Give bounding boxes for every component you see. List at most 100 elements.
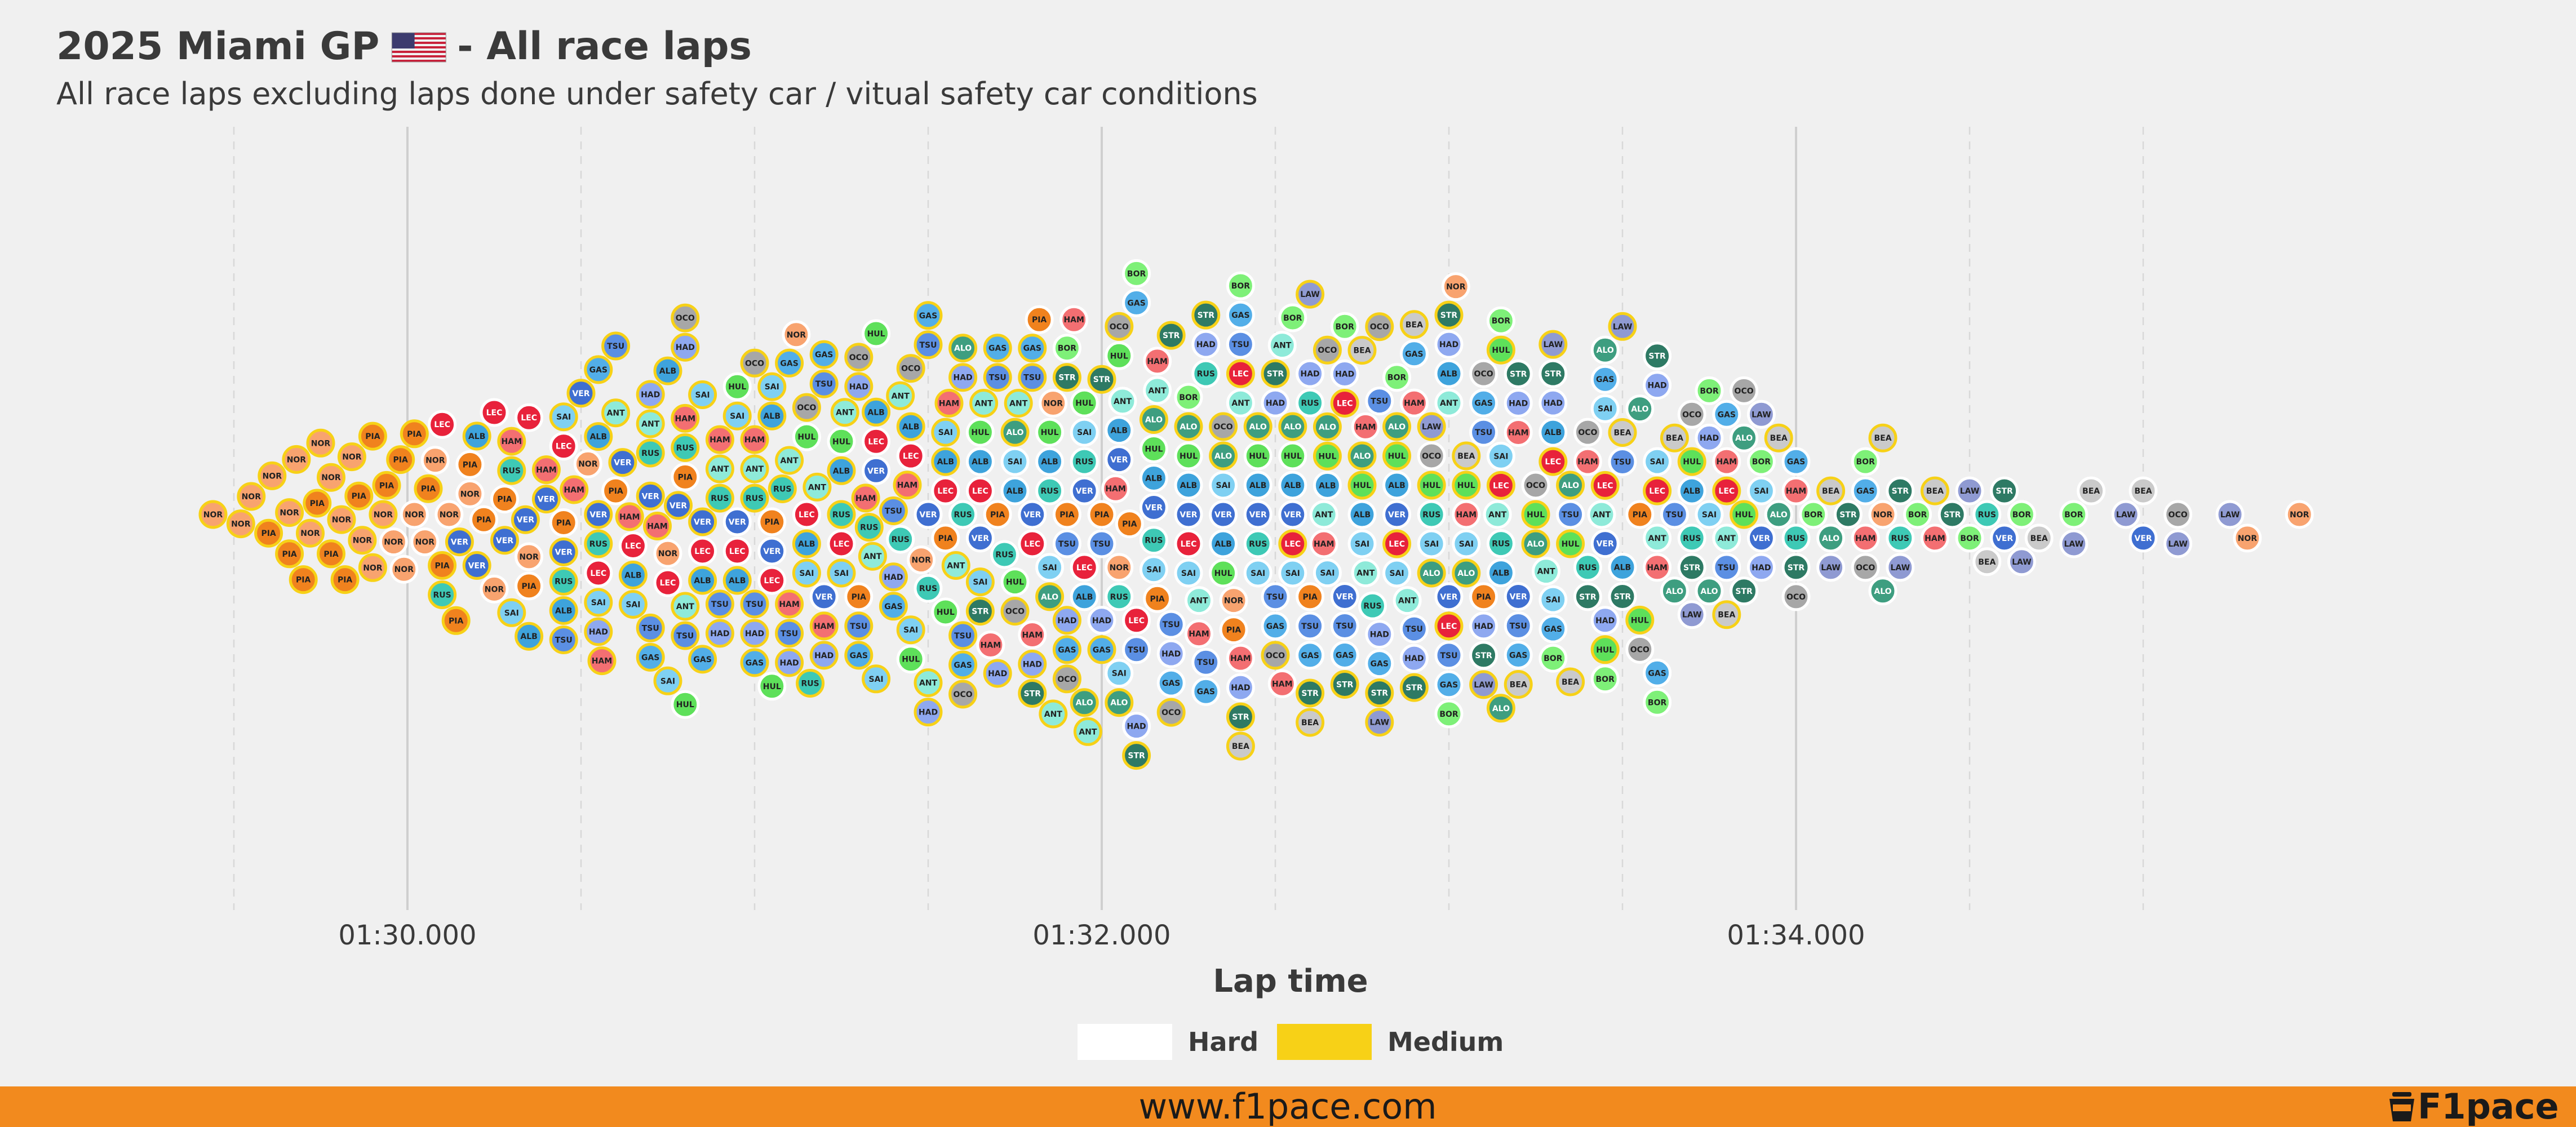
lap-point [1209, 441, 1238, 471]
lap-point [1781, 582, 1811, 611]
lap-point-label: VER [1440, 593, 1457, 602]
lap-point-label: HAD [1509, 400, 1528, 409]
lap-point [1590, 394, 1620, 423]
lap-point-label: ANT [1440, 399, 1458, 408]
lap-point-label: HAM [1508, 429, 1528, 438]
lap-point [1309, 500, 1338, 529]
chart-title-suffix: - All race laps [457, 24, 752, 69]
lap-point [688, 536, 717, 566]
lap-point-label: SAI [1251, 569, 1265, 578]
lap-point-label: STR [1545, 370, 1562, 379]
lap-point [1261, 641, 1290, 670]
lap-point [289, 565, 318, 594]
lap-point-label: BOR [1648, 698, 1667, 707]
lap-point [469, 505, 498, 534]
lap-point [1309, 529, 1338, 558]
lap-point [948, 621, 978, 650]
lap-point [1174, 500, 1203, 529]
lap-point [337, 442, 366, 472]
lap-point-label: GAS [850, 651, 868, 660]
footer-url[interactable]: www.f1pace.com [1138, 1086, 1436, 1127]
lap-point [1226, 731, 1255, 761]
lap-point-label: ALB [729, 576, 746, 585]
lap-point-label: HAM [1314, 540, 1334, 549]
lap-point [636, 438, 665, 468]
lap-point-label: NOR [578, 460, 598, 469]
lap-point [775, 348, 804, 378]
lap-point [1087, 635, 1116, 664]
lap-point [1278, 471, 1307, 500]
lap-point [1538, 359, 1568, 388]
lap-point [1105, 659, 1134, 688]
lap-point [1746, 476, 1776, 505]
lap-point-label: STR [1735, 587, 1753, 596]
lap-point [1590, 635, 1620, 664]
lap-point [1590, 365, 1620, 394]
lap-point-label: GAS [1093, 646, 1111, 655]
lap-point-label: VER [815, 593, 833, 602]
lap-point-label: TSU [607, 342, 624, 351]
lap-point [1105, 553, 1134, 582]
lap-point [896, 412, 925, 441]
lap-point-label: ALO [1076, 699, 1093, 708]
lap-point-label: HAD [1196, 340, 1216, 349]
lap-point [1052, 334, 1081, 363]
lap-point-label: HUL [1422, 481, 1440, 490]
x-tick-labels: 01:30.000 01:32.000 01:34.000 [338, 920, 1865, 951]
lap-point-label: VER [729, 518, 746, 527]
lap-point-label: TSU [642, 624, 659, 633]
lap-point [1330, 670, 1359, 699]
lap-point-label: VER [919, 511, 937, 520]
lap-point-label: ANT [892, 392, 910, 401]
lap-point-label: BOR [1439, 710, 1458, 719]
lap-point [1330, 611, 1359, 640]
lap-point [1382, 363, 1412, 392]
lap-point [1677, 523, 1706, 553]
lap-point-label: ALB [1214, 540, 1231, 549]
lap-point [2285, 500, 2314, 529]
lap-point-label: PIA [421, 485, 436, 494]
lap-point [1052, 500, 1081, 529]
lap-point-label: TSU [1406, 625, 1423, 634]
lap-point-label: VER [670, 502, 687, 511]
lap-point [1504, 611, 1533, 640]
lap-point [1000, 418, 1030, 447]
lap-point [879, 496, 908, 525]
lap-point-label: VER [1388, 511, 1406, 520]
lap-point [983, 500, 1012, 529]
lap-point-label: GAS [1544, 625, 1562, 634]
lap-point [389, 554, 419, 584]
lap-point-label: ALO [1006, 428, 1023, 437]
lap-point-label: BOR [2012, 511, 2032, 520]
lap-point [1816, 553, 1846, 582]
lap-point [1452, 441, 1481, 471]
lap-point-label: LAW [1891, 564, 1910, 573]
lap-point-label: HUL [1214, 569, 1232, 578]
lap-point-label: RUS [1197, 370, 1215, 379]
lap-point-label: PIA [556, 519, 571, 528]
lap-point-label: LEC [1128, 616, 1145, 625]
lap-point-label: BEA [2134, 487, 2152, 496]
lap-point-label: PIA [765, 518, 779, 527]
lap-point [2129, 476, 2158, 505]
lap-point-label: SAI [626, 601, 640, 610]
lap-point-label: VER [451, 538, 468, 547]
lap-point [1643, 658, 1672, 687]
lap-point [1434, 611, 1464, 641]
lap-point-label: ALB [1041, 458, 1058, 467]
lap-point [1643, 341, 1672, 371]
lap-point-label: SAI [1424, 540, 1439, 549]
lap-point [1538, 585, 1568, 614]
lap-point [948, 363, 978, 392]
lap-point-label: PIA [1150, 594, 1164, 604]
lap-point-label: LEC [1024, 540, 1040, 549]
lap-point-label: VER [1597, 540, 1614, 549]
lap-point-label: GAS [780, 359, 798, 368]
lap-point-label: BEA [2082, 487, 2100, 496]
lap-point [1781, 447, 1811, 476]
lap-point [1156, 698, 1186, 727]
lap-point [1209, 529, 1238, 558]
lap-point-label: STR [1163, 331, 1180, 340]
lap-point-label: GAS [589, 366, 608, 375]
lap-point-label: TSU [711, 600, 729, 609]
